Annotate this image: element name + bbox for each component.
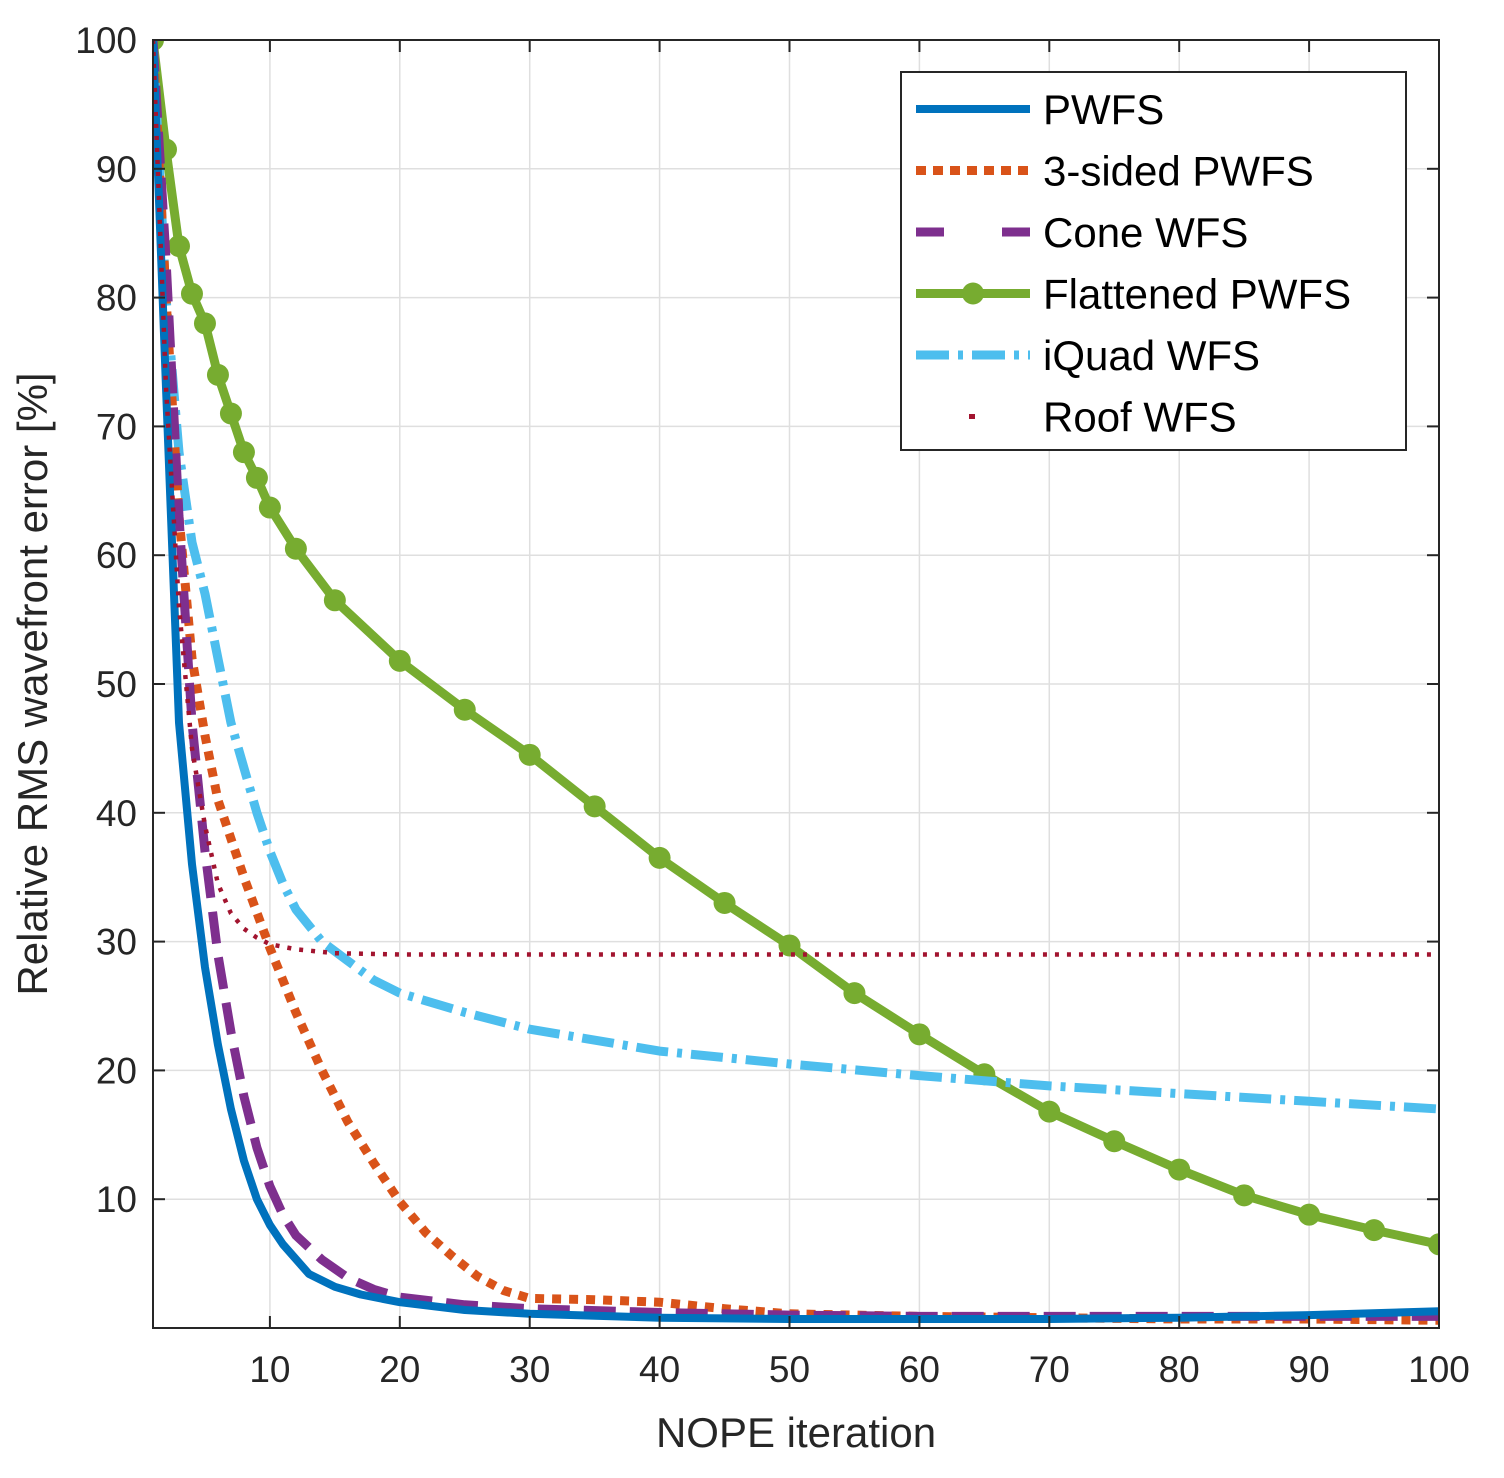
y-tick-label: 100 (75, 20, 137, 61)
data-point (843, 982, 866, 1005)
data-point (583, 795, 606, 818)
data-point (388, 649, 411, 672)
data-point (167, 235, 190, 258)
data-point (518, 743, 541, 766)
data-point (180, 282, 203, 305)
data-point (323, 589, 346, 612)
x-tick-label: 100 (1408, 1349, 1470, 1390)
series-roof-wfs (153, 40, 1439, 957)
y-tick-label: 10 (96, 1179, 137, 1220)
data-point (648, 846, 671, 869)
x-tick-label: 10 (249, 1349, 290, 1390)
y-tick-label: 50 (96, 664, 137, 705)
series-line (153, 40, 1439, 957)
legend-label: Cone WFS (1043, 209, 1248, 256)
legend-label: Flattened PWFS (1043, 271, 1351, 318)
legend-item: iQuad WFS (916, 332, 1260, 379)
data-point (232, 441, 255, 464)
data-point (1428, 1233, 1439, 1256)
data-point (908, 1023, 931, 1046)
x-tick-label: 40 (639, 1349, 680, 1390)
data-point (219, 402, 242, 425)
data-point (713, 891, 736, 914)
data-point (778, 934, 801, 957)
y-tick-label: 40 (96, 793, 137, 834)
legend: PWFS 3-sided PWFS Cone WFS Flattened PWFS iQ… (900, 71, 1407, 451)
x-tick-label: 50 (769, 1349, 810, 1390)
data-point (1233, 1184, 1256, 1207)
y-tick-label: 30 (96, 922, 137, 963)
data-point (1168, 1158, 1191, 1181)
data-point (1103, 1130, 1126, 1153)
ticks: 10 20 30 40 50 60 70 80 90 100 10 20 30 40 50 60 70 80 90 1… (75, 20, 1470, 1390)
data-point (284, 537, 307, 560)
data-point (1038, 1100, 1061, 1123)
legend-label: 3-sided PWFS (1043, 148, 1314, 195)
x-axis-label: NOPE iteration (656, 1409, 936, 1456)
y-tick-label: 90 (96, 149, 137, 190)
legend-item: Cone WFS (916, 209, 1248, 256)
legend-item: Roof WFS (969, 394, 1237, 441)
legend-item: Flattened PWFS (916, 271, 1351, 318)
x-tick-label: 60 (899, 1349, 940, 1390)
series-iquad-wfs (153, 40, 1439, 1114)
y-tick-label: 80 (96, 278, 137, 319)
series-line (153, 40, 1439, 1114)
legend-marker (962, 282, 984, 305)
series-line (153, 40, 1439, 1323)
series-pwfs (153, 40, 1439, 1323)
data-point (258, 496, 281, 519)
x-tick-label: 80 (1159, 1349, 1200, 1390)
y-tick-label: 70 (96, 406, 137, 447)
data-point (206, 363, 229, 386)
data-point (1298, 1203, 1321, 1226)
data-point (193, 312, 216, 335)
x-tick-label: 90 (1289, 1349, 1330, 1390)
legend-item: 3-sided PWFS (916, 148, 1314, 195)
y-tick-label: 60 (96, 535, 137, 576)
legend-label: iQuad WFS (1043, 332, 1260, 379)
x-tick-label: 70 (1029, 1349, 1070, 1390)
data-point (453, 698, 476, 721)
data-point (1363, 1219, 1386, 1242)
legend-label: PWFS (1043, 86, 1164, 133)
legend-box (900, 71, 1407, 451)
x-tick-label: 20 (379, 1349, 420, 1390)
x-tick-label: 30 (509, 1349, 550, 1390)
y-axis-label: Relative RMS wavefront error [%] (9, 372, 56, 995)
data-point (245, 466, 268, 489)
legend-label: Roof WFS (1043, 394, 1237, 441)
y-tick-label: 20 (96, 1050, 137, 1091)
legend-item: PWFS (916, 86, 1164, 133)
